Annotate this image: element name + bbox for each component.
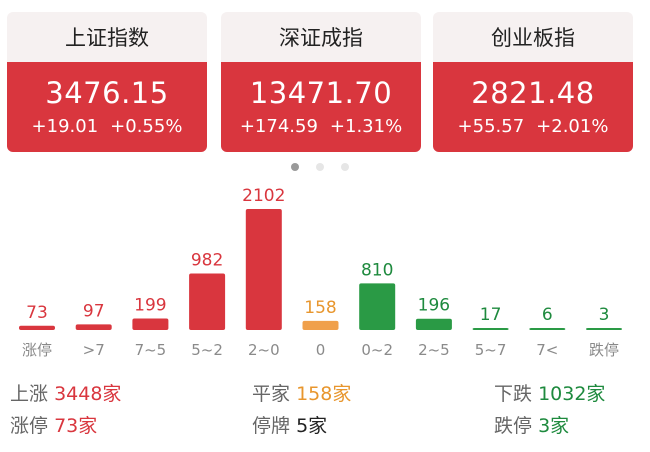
bar-1 xyxy=(75,324,112,330)
index-change-pct: +1.31% xyxy=(329,116,403,137)
category-label-10: 跌停 xyxy=(589,341,619,359)
index-cards: 上证指数 3476.15 +19.01 +0.55% 深证成指 13471.70… xyxy=(7,12,643,152)
category-label-1: >7 xyxy=(83,341,105,359)
index-name: 上证指数 xyxy=(7,12,207,62)
stat-suspended-value: 5家 xyxy=(296,415,328,437)
bar-value-label-9: 6 xyxy=(542,305,553,325)
category-label-9: 7< xyxy=(536,341,558,359)
bar-value-label-7: 196 xyxy=(418,296,450,316)
index-price: 2821.48 xyxy=(471,76,595,110)
stat-down-label: 下跌 xyxy=(494,383,533,405)
pager-dot[interactable] xyxy=(341,163,349,171)
index-card-chinext[interactable]: 创业板指 2821.48 +55.57 +2.01% xyxy=(433,12,633,152)
bar-9 xyxy=(529,328,566,330)
stat-down-value: 1032家 xyxy=(538,383,606,405)
market-breadth-stats: 上涨 3448家 平家 158家 下跌 1032家 涨停 73家 停牌 5家 跌… xyxy=(0,376,650,452)
pager-dot[interactable] xyxy=(316,163,324,171)
index-card-shenzhen[interactable]: 深证成指 13471.70 +174.59 +1.31% xyxy=(221,12,421,152)
stat-down: 下跌 1032家 xyxy=(494,379,605,406)
bar-value-label-8: 17 xyxy=(480,305,502,325)
stat-limit-up: 涨停 73家 xyxy=(10,411,97,438)
stat-limit-down-value: 3家 xyxy=(538,415,570,437)
bar-4 xyxy=(245,209,282,330)
index-price: 3476.15 xyxy=(45,76,169,110)
category-label-0: 涨停 xyxy=(22,341,52,359)
category-label-5: 0 xyxy=(316,341,326,359)
bar-10 xyxy=(586,328,622,330)
bar-8 xyxy=(472,328,509,330)
bar-value-label-2: 199 xyxy=(134,296,166,316)
index-name: 深证成指 xyxy=(221,12,421,62)
bar-5 xyxy=(302,320,339,330)
index-change-pct: +0.55% xyxy=(110,116,183,137)
stat-limit-up-value: 73家 xyxy=(54,415,98,437)
index-change: +19.01 xyxy=(31,116,99,137)
bar-value-label-3: 982 xyxy=(191,250,223,270)
category-label-6: 0~2 xyxy=(361,341,393,359)
rise-fall-distribution-chart: 73 涨停 97 >7 199 7~5 982 5~2 2102 2~0 158 0 810 0~2 196… xyxy=(0,175,650,365)
stat-flat-label: 平家 xyxy=(252,383,291,405)
bar-value-label-10: 3 xyxy=(599,305,610,325)
category-label-3: 5~2 xyxy=(191,341,223,359)
pager-dot[interactable] xyxy=(291,163,299,171)
bar-value-label-4: 2102 xyxy=(242,186,285,206)
bar-7 xyxy=(415,318,452,330)
stat-limit-down: 跌停 3家 xyxy=(494,411,569,438)
bar-2 xyxy=(132,318,169,330)
index-change-pct: +2.01% xyxy=(536,116,609,137)
index-change: +55.57 xyxy=(457,116,525,137)
index-change: +174.59 xyxy=(239,116,318,137)
bar-6 xyxy=(359,283,396,330)
bar-value-label-1: 97 xyxy=(83,301,105,321)
category-label-8: 5~7 xyxy=(475,341,507,359)
stat-flat: 平家 158家 xyxy=(252,379,351,406)
index-name: 创业板指 xyxy=(433,12,633,62)
stat-up-label: 上涨 xyxy=(10,383,49,405)
category-label-4: 2~0 xyxy=(248,341,280,359)
bar-value-label-0: 73 xyxy=(26,303,48,323)
category-label-7: 2~5 xyxy=(418,341,450,359)
carousel-pager[interactable] xyxy=(0,163,650,173)
bar-0 xyxy=(19,325,55,330)
stat-suspended: 停牌 5家 xyxy=(252,411,327,438)
stat-limit-up-label: 涨停 xyxy=(10,415,49,437)
index-card-shanghai[interactable]: 上证指数 3476.15 +19.01 +0.55% xyxy=(7,12,207,152)
stat-flat-value: 158家 xyxy=(296,383,352,405)
stat-limit-down-label: 跌停 xyxy=(494,415,533,437)
bar-value-label-6: 810 xyxy=(361,260,393,280)
stat-up: 上涨 3448家 xyxy=(10,379,121,406)
bar-value-label-5: 158 xyxy=(304,298,336,318)
stat-up-value: 3448家 xyxy=(54,383,122,405)
index-price: 13471.70 xyxy=(249,76,393,110)
bar-3 xyxy=(189,273,226,330)
stat-suspended-label: 停牌 xyxy=(252,415,291,437)
category-label-2: 7~5 xyxy=(135,341,167,359)
